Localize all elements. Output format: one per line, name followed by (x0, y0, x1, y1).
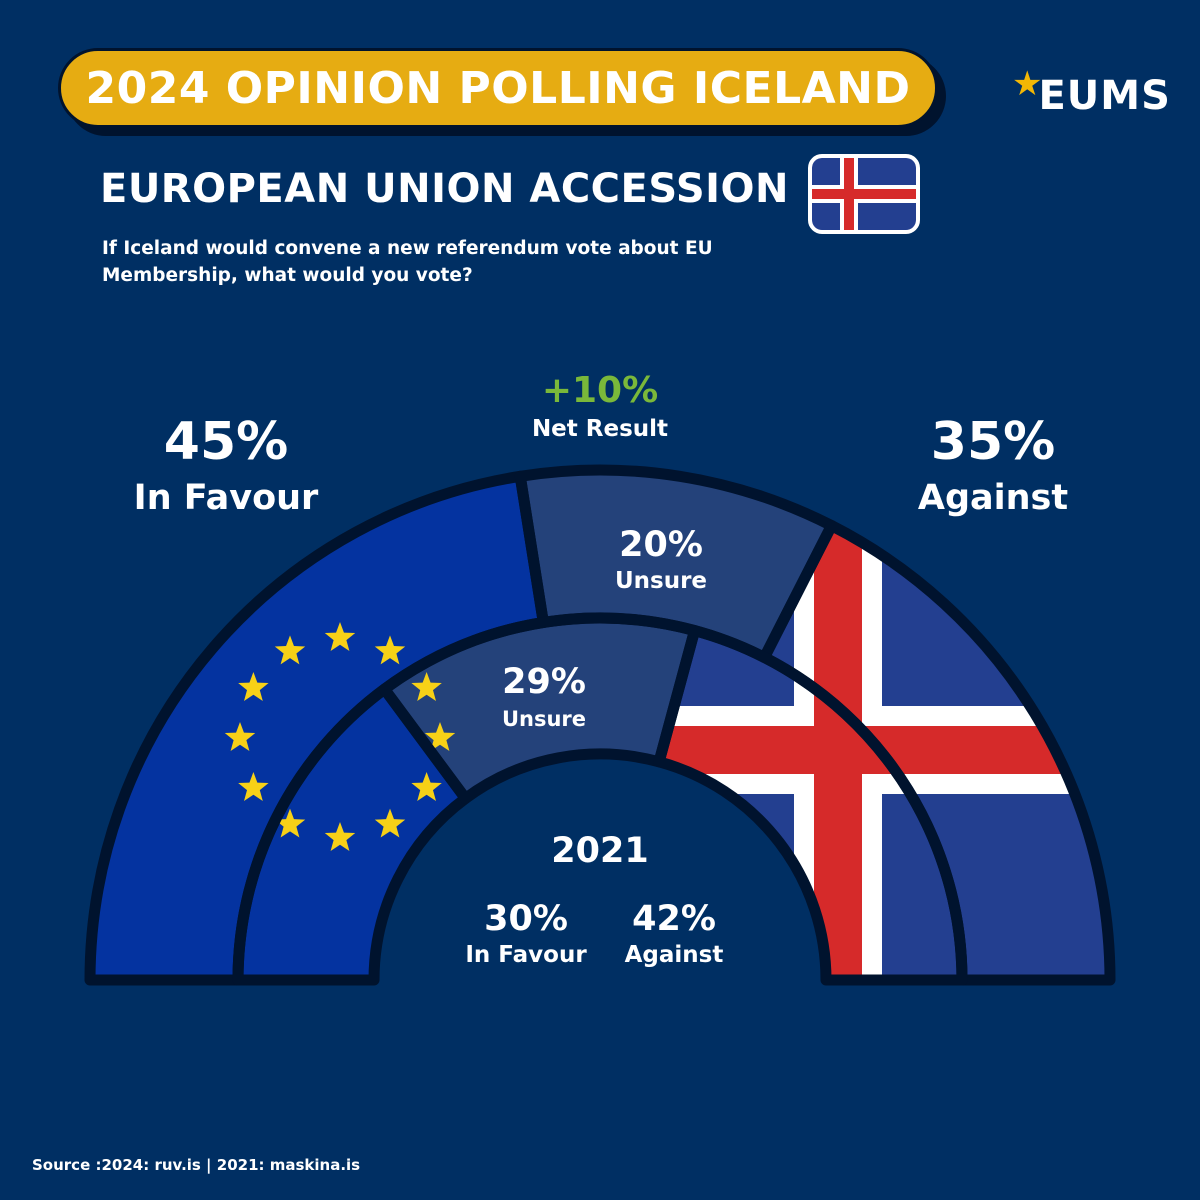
eu-star-icon (238, 672, 269, 701)
inner-unsure-label: Unsure (502, 707, 586, 731)
inner-against-label: Against (625, 942, 724, 968)
eu-star-icon (424, 722, 456, 751)
net-result-value: +10% (541, 370, 659, 411)
eu-star-icon (274, 808, 306, 838)
outer-unsure-label: Unsure (615, 568, 707, 594)
logo-text: EUMS (1038, 73, 1171, 119)
inner-favour-value: 30% (484, 899, 568, 939)
eu-star-icon (411, 672, 442, 701)
eu-star-icon (374, 635, 406, 665)
inner-favour-label: In Favour (465, 942, 587, 968)
iceland-flag-icon (808, 154, 920, 234)
inner-against-value: 42% (632, 899, 716, 939)
eu-star-icon (324, 822, 356, 851)
outer-unsure-slice (520, 470, 832, 658)
eu-star-icon (374, 808, 406, 838)
inner-unsure-value: 29% (502, 662, 586, 702)
outer-against-value: 35% (930, 412, 1056, 472)
outer-favour-label: In Favour (133, 478, 319, 518)
eu-star-icon (224, 722, 256, 751)
eums-logo: ★ EUMS (1012, 64, 1171, 126)
eu-star-icon (411, 772, 442, 801)
star-icon: ★ (1012, 64, 1043, 104)
eu-star-icon (324, 622, 356, 651)
banner-title: 2024 OPINION POLLING ICELAND (85, 62, 911, 114)
outer-against-label: Against (917, 478, 1069, 518)
outer-unsure-value: 20% (619, 525, 703, 565)
section-title: EUROPEAN UNION ACCESSION (100, 166, 790, 212)
inner-favour-outline (232, 683, 471, 986)
source-note: Source :2024: ruv.is | 2021: maskina.is (32, 1156, 361, 1174)
survey-question: If Iceland would convene a new referendu… (102, 238, 713, 286)
page-banner: 2024 OPINION POLLING ICELAND (58, 48, 938, 128)
net-result-label: Net Result (531, 416, 669, 442)
inner-year-label: 2021 (551, 831, 648, 871)
eu-star-icon (274, 635, 306, 665)
inner-against-outline (653, 625, 968, 986)
outer-favour-value: 45% (163, 412, 289, 472)
outer-favour-slice (90, 476, 544, 980)
eu-star-icon (238, 772, 269, 801)
